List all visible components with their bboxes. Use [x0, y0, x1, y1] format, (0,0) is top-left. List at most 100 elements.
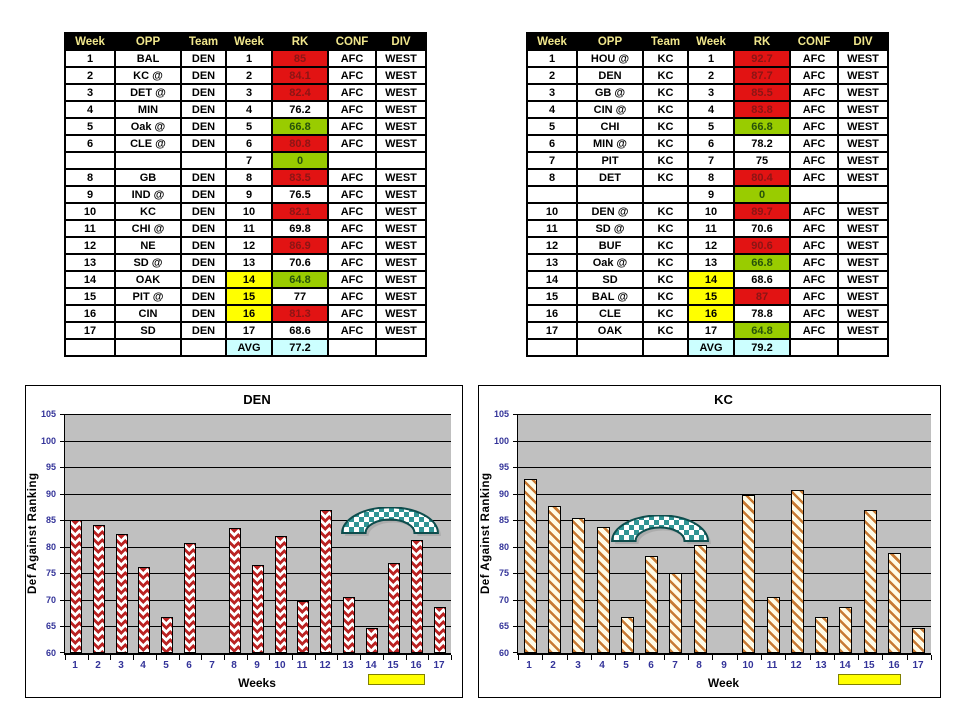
week2-cell: 16 [225, 304, 273, 323]
rank-cell: 0 [271, 151, 329, 170]
bar-week-11 [297, 601, 309, 653]
x-tick-label: 17 [912, 660, 924, 671]
opponent-cell: HOU @ [576, 49, 644, 68]
team-cell: KC [642, 83, 689, 102]
team-cell: DEN [180, 49, 227, 68]
week2-cell: 17 [687, 321, 735, 340]
week-cell: 6 [64, 134, 116, 153]
week-cell [64, 151, 116, 170]
x-tick-mark [518, 655, 519, 660]
column-header: RK [271, 32, 329, 51]
conference-cell: AFC [327, 270, 377, 289]
rank-cell: 82.1 [271, 202, 329, 221]
rank-cell: 70.6 [733, 219, 791, 238]
week2-cell: 15 [687, 287, 735, 306]
week2-cell: 16 [687, 304, 735, 323]
x-tick-mark [567, 655, 568, 660]
x-tick-label: 11 [296, 660, 308, 671]
table-row: 13 Oak @ KC 13 66.8 AFC WEST [526, 253, 889, 272]
team-cell: DEN [180, 66, 227, 85]
gridline [518, 599, 931, 601]
rank-cell: 78.2 [733, 134, 791, 153]
avg-label-cell: AVG [225, 338, 273, 357]
week-cell: 11 [64, 219, 116, 238]
division-cell: WEST [837, 236, 889, 255]
x-tick-mark [858, 655, 859, 660]
x-tick-label: 6 [648, 660, 654, 671]
week-cell: 17 [64, 321, 116, 340]
bar-week-10 [275, 536, 287, 653]
conference-cell: AFC [327, 253, 377, 272]
opponent-cell: CIN @ [576, 100, 644, 119]
table-row: 9 IND @ DEN 9 76.5 AFC WEST [64, 185, 427, 204]
x-tick-label: 16 [410, 660, 422, 671]
week2-cell: 8 [687, 168, 735, 187]
team-cell: KC [642, 49, 689, 68]
x-tick-mark [247, 655, 248, 660]
gridline [518, 546, 931, 548]
y-tick-label: 100 [493, 435, 509, 446]
week2-cell: 6 [225, 134, 273, 153]
rank-cell: 75 [733, 151, 791, 170]
conference-cell: AFC [327, 202, 377, 221]
highlight-arc [609, 514, 711, 546]
division-cell: WEST [837, 202, 889, 221]
opponent-cell: SD [114, 321, 182, 340]
y-tick-mark [513, 626, 518, 628]
week-cell: 12 [64, 236, 116, 255]
x-tick-label: 3 [575, 660, 581, 671]
week2-cell: 9 [687, 185, 735, 204]
division-cell: WEST [837, 66, 889, 85]
table-header: Week OPP Team Week RK CONF DIV [526, 32, 889, 51]
division-cell: WEST [837, 83, 889, 102]
gridline [65, 414, 451, 415]
conference-cell [789, 338, 839, 357]
rank-cell: 86.9 [271, 236, 329, 255]
week2-cell: 13 [687, 253, 735, 272]
week2-cell: 4 [687, 100, 735, 119]
division-cell: WEST [837, 219, 889, 238]
conference-cell: AFC [327, 83, 377, 102]
rank-cell: 64.8 [733, 321, 791, 340]
y-tick-label: 105 [40, 409, 56, 419]
rank-cell: 69.8 [271, 219, 329, 238]
conference-cell: AFC [327, 321, 377, 340]
conference-cell: AFC [789, 253, 839, 272]
division-cell: WEST [837, 304, 889, 323]
rank-cell: 90.6 [733, 236, 791, 255]
conference-cell: AFC [327, 117, 377, 136]
x-tick-label: 14 [839, 660, 851, 671]
x-tick-mark [737, 655, 738, 660]
x-tick-label: 6 [186, 660, 192, 671]
opponent-cell: OAK [114, 270, 182, 289]
opponent-cell: DEN @ [576, 202, 644, 221]
x-tick-mark [761, 655, 762, 660]
gridline [65, 467, 451, 469]
opponent-cell: CHI @ [114, 219, 182, 238]
conference-cell: AFC [789, 100, 839, 119]
week-cell: 6 [526, 134, 578, 153]
x-tick-mark [882, 655, 883, 660]
x-tick-mark [907, 655, 908, 660]
x-tick-mark [133, 655, 134, 660]
x-tick-label: 2 [95, 660, 101, 671]
week-cell: 15 [64, 287, 116, 306]
opponent-cell: IND @ [114, 185, 182, 204]
opponent-cell [576, 185, 644, 204]
x-tick-label: 1 [72, 660, 78, 671]
week2-cell: 14 [225, 270, 273, 289]
x-tick-label: 11 [766, 660, 778, 671]
x-tick-label: 10 [274, 660, 286, 671]
division-cell [837, 185, 889, 204]
week-cell: 17 [526, 321, 578, 340]
division-cell: WEST [837, 151, 889, 170]
week2-cell: 10 [687, 202, 735, 221]
avg-label-cell: AVG [687, 338, 735, 357]
y-axis-title: Def Against Ranking [27, 472, 39, 595]
team-cell: DEN [180, 185, 227, 204]
rank-cell: 77 [271, 287, 329, 306]
week-cell [64, 338, 116, 357]
y-tick-label: 100 [40, 435, 56, 446]
x-tick-label: 2 [550, 660, 556, 671]
opponent-cell: CIN [114, 304, 182, 323]
